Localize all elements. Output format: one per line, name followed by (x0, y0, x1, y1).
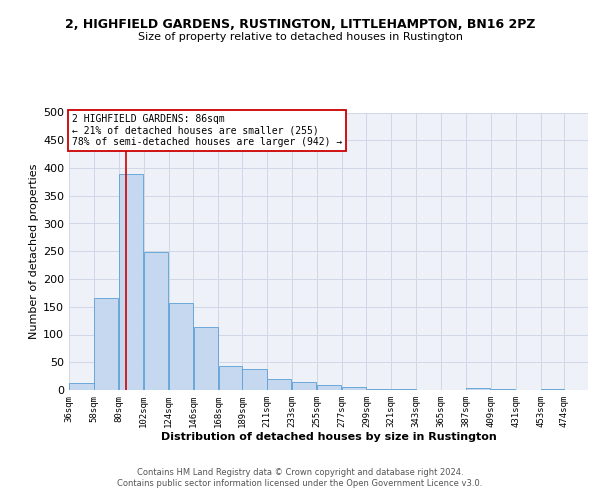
Bar (242, 369, 266, 390)
Bar (169, 303, 193, 390)
Bar (194, 328, 218, 390)
Bar (367, 389, 391, 390)
Text: 2, HIGHFIELD GARDENS, RUSTINGTON, LITTLEHAMPTON, BN16 2PZ: 2, HIGHFIELD GARDENS, RUSTINGTON, LITTLE… (65, 18, 535, 30)
Bar (119, 174, 143, 390)
Bar (144, 252, 168, 390)
Bar (267, 380, 292, 390)
Y-axis label: Number of detached properties: Number of detached properties (29, 164, 39, 339)
Text: Size of property relative to detached houses in Rustington: Size of property relative to detached ho… (137, 32, 463, 42)
Bar (342, 386, 366, 390)
Bar (292, 382, 316, 390)
Bar (317, 385, 341, 390)
Text: 2 HIGHFIELD GARDENS: 86sqm
← 21% of detached houses are smaller (255)
78% of sem: 2 HIGHFIELD GARDENS: 86sqm ← 21% of deta… (71, 114, 342, 147)
Bar (69, 384, 94, 390)
Bar (218, 366, 242, 390)
Text: Contains HM Land Registry data © Crown copyright and database right 2024.
Contai: Contains HM Land Registry data © Crown c… (118, 468, 482, 487)
Bar (466, 388, 490, 390)
Text: Distribution of detached houses by size in Rustington: Distribution of detached houses by size … (161, 432, 497, 442)
Bar (94, 298, 118, 390)
